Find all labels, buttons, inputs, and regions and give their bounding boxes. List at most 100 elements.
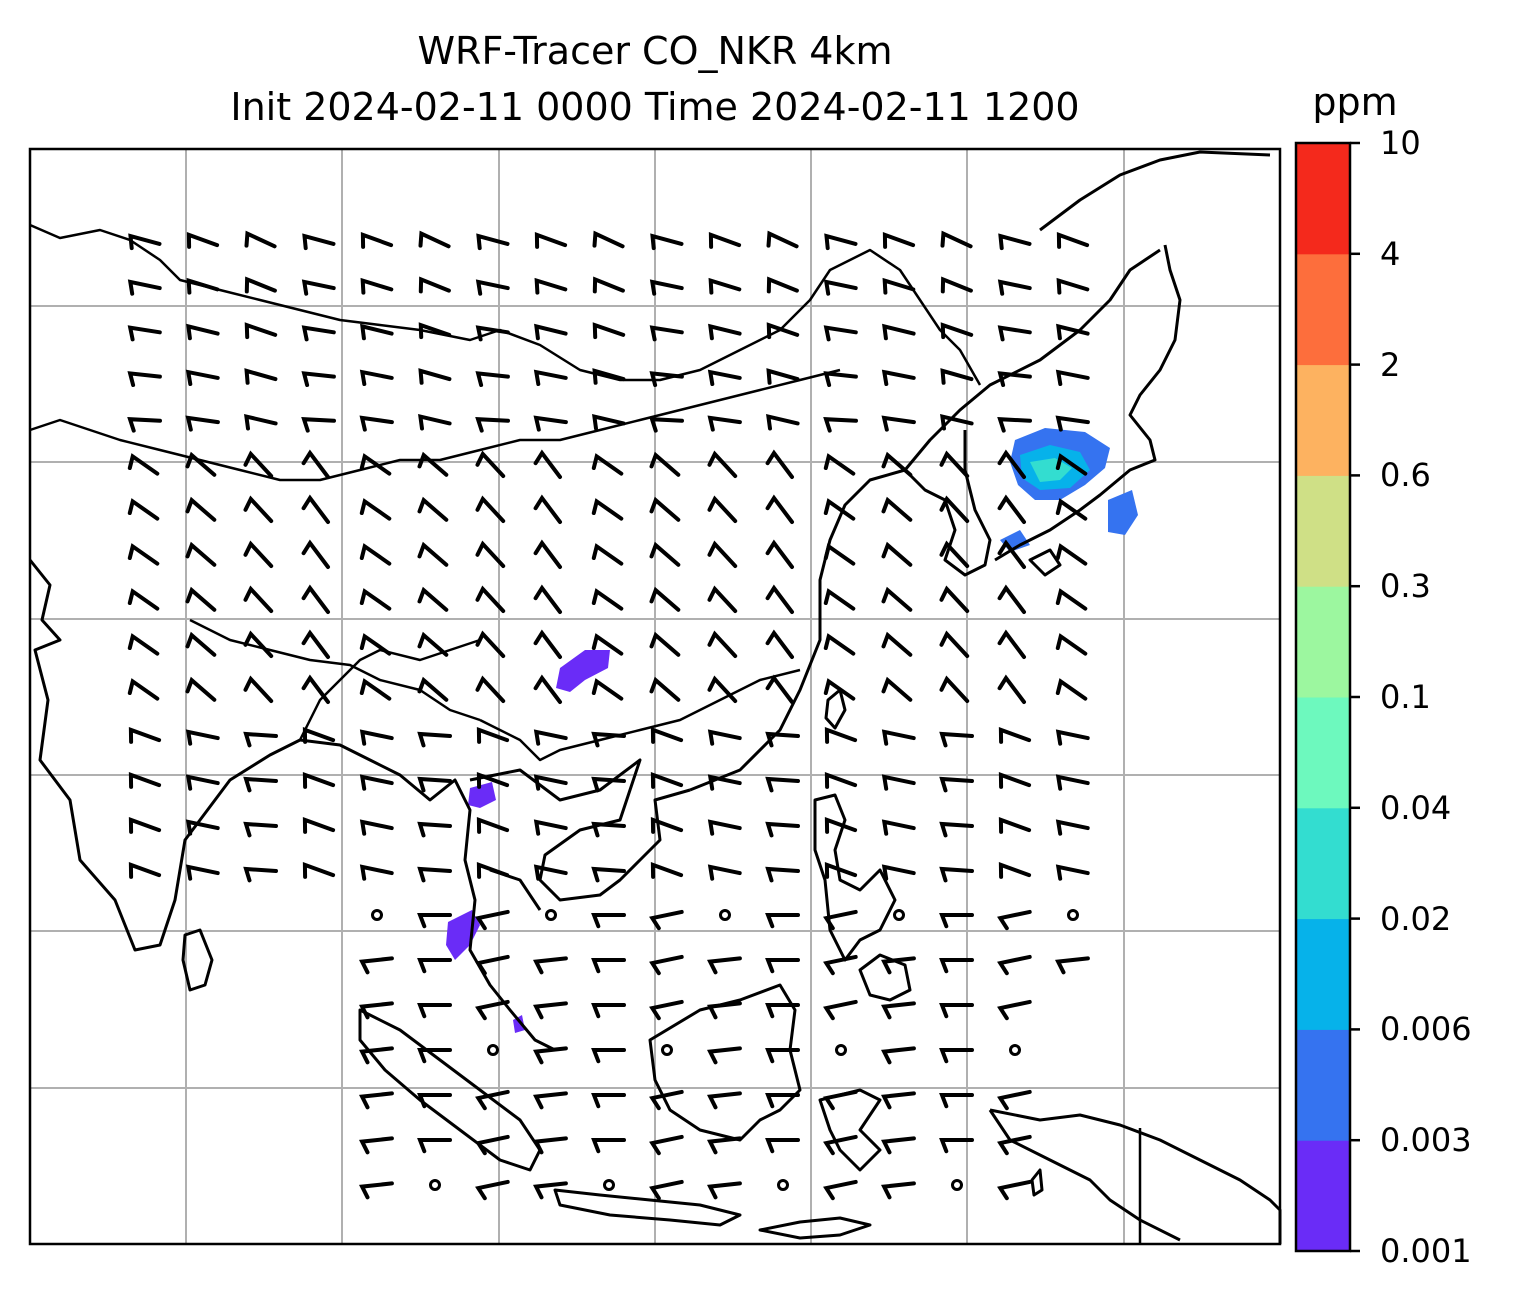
wind-barb [998,817,1032,834]
wind-barb [939,1093,974,1109]
wind-barb [476,817,510,834]
wind-barb [650,233,684,251]
wind-barb [533,449,562,479]
wind-barb [939,731,974,748]
wind-barb [591,1093,626,1109]
wind-barb [997,999,1032,1021]
wind-barb [881,496,913,522]
wind-barb [939,540,970,568]
colorbar-tick-label: 0.02 [1380,899,1452,938]
wind-barb [1055,415,1090,432]
wind-barb [533,1091,568,1110]
wind-barb [533,674,562,704]
wind-barb [244,413,278,431]
wind-barb [939,675,970,703]
wind-barb [881,729,916,746]
wind-barb [708,277,742,295]
wind-barb [475,540,506,568]
wind-barb [939,776,974,793]
wind-barb [823,678,856,701]
wind-barb [649,586,681,612]
wind-barb [823,417,858,433]
wind-barb [649,1179,684,1201]
wind-barb [707,1181,742,1200]
wind-barb [475,675,506,703]
wind-barb [881,956,916,975]
wind-barb [475,954,510,976]
colorbar-segment [1296,143,1350,255]
wind-barb [533,1001,568,1020]
wind-barb [707,540,738,568]
wind-barb [128,817,162,834]
wind-barb [649,631,681,657]
wind-barb [127,417,162,433]
wind-barb [417,586,449,612]
wind-barb [533,1181,568,1200]
wind-barb [1055,678,1088,701]
wind-barb [128,233,162,251]
colorbar-segment [1296,807,1350,920]
wind-barb [997,449,1026,479]
wind-barb [881,586,913,612]
wind-barb [882,323,916,341]
wind-barb [1055,819,1090,836]
wind-barb [476,727,510,744]
wind-barb [185,541,217,567]
wind-barb [649,1089,684,1111]
wind-barb [765,539,794,569]
wind-barb [359,415,394,432]
wind-barb [301,494,330,524]
wind-barb [475,909,510,931]
wind-barb [244,230,277,249]
wind-barb [823,999,858,1021]
wind-barb [823,633,856,656]
wind-barb [881,451,913,477]
wind-barb [766,368,800,385]
wind-barb [1055,543,1088,566]
wind-barb [591,588,624,611]
wind-barb [765,821,800,838]
wind-barb [881,1046,916,1065]
wind-barb [649,999,684,1021]
wind-barb [649,909,684,931]
wind-barb [997,584,1026,614]
wind-barb [940,230,973,249]
calm-wind-marker [719,909,731,921]
wind-barb [417,1138,452,1154]
wind-barb [765,731,800,748]
wind-barb [1055,498,1088,521]
calm-wind-marker [1067,909,1079,921]
wind-barb [707,864,742,881]
wind-barb [766,230,799,249]
wind-barb [475,585,506,613]
wind-barb [940,322,974,340]
wind-barb [823,1179,858,1201]
wind-barb [1055,453,1088,476]
wind-barb [765,1048,800,1064]
wind-barb [649,1134,684,1156]
wind-barb [649,451,681,477]
wind-barb [649,496,681,522]
wind-barb [185,774,220,791]
wind-barb [766,322,800,340]
colorbar-tick-label: 0.003 [1380,1121,1472,1160]
colorbar-tick-label: 0.3 [1380,567,1431,606]
wind-barb [185,451,217,477]
wind-barb [301,449,330,479]
wind-barb [359,729,394,746]
wind-barb [359,633,392,656]
wind-barb [591,958,626,974]
wind-barb [301,674,330,704]
wind-barb [127,279,162,296]
wind-barb [359,1046,394,1065]
wind-barb [707,415,742,432]
wind-barb [650,772,684,789]
wind-barb [127,633,160,656]
wind-barb [823,1089,858,1111]
wind-barb [881,1136,916,1155]
wind-barb [649,954,684,976]
wind-barb [998,772,1032,789]
wind-barb [707,1136,742,1155]
colorbar-segment [1296,586,1350,698]
wind-barb [302,233,336,251]
